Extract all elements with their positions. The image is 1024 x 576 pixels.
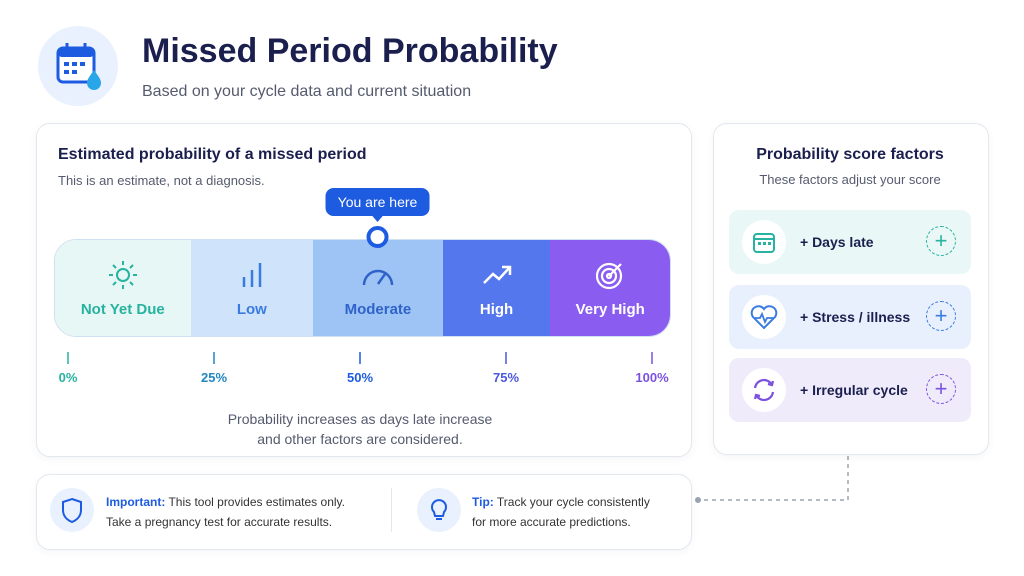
- factor-label: + Days late: [800, 234, 874, 250]
- segment-label: Low: [236, 300, 267, 318]
- marker-dot: [366, 226, 389, 248]
- tick-label: 50%: [347, 370, 373, 385]
- target-icon: [596, 262, 623, 289]
- connector-dot: [695, 497, 701, 503]
- factor-icon: [742, 220, 786, 264]
- tick-label: 25%: [201, 370, 227, 385]
- caption: Probability increases as days late incre…: [0, 409, 720, 449]
- probability-bar: Not Yet Due Low Moderate High Very High: [54, 239, 671, 337]
- segment: High: [442, 240, 551, 336]
- important-line: Important: This tool provides estimates …: [106, 495, 345, 509]
- segment: Very High: [550, 240, 670, 336]
- gauge-icon: [362, 269, 394, 285]
- page-title: Missed Period Probability: [142, 32, 558, 70]
- tick-label: 0%: [59, 370, 78, 385]
- tip-line2: for more accurate predictions.: [472, 515, 631, 529]
- segment: Low: [190, 240, 314, 336]
- tick-label: 100%: [635, 370, 669, 385]
- tip-line: Tip: Track your cycle consistently: [472, 495, 650, 509]
- bulb-icon: [417, 488, 461, 532]
- divider: [391, 488, 392, 532]
- card-note: This is an estimate, not a diagnosis.: [58, 173, 265, 188]
- segment-label: Moderate: [344, 300, 412, 318]
- segment: Moderate: [313, 240, 443, 336]
- important-line2: Take a pregnancy test for accurate resul…: [106, 515, 333, 529]
- marker-bubble: [325, 188, 430, 216]
- factor-item: + Days late +: [729, 210, 971, 274]
- tip-text: Track your cycle consistently: [496, 495, 650, 509]
- factor-label: + Irregular cycle: [800, 382, 908, 398]
- factor-item: + Stress / illness +: [729, 285, 971, 349]
- important-label: Important:: [106, 495, 166, 509]
- segment-label: Very High: [575, 300, 645, 318]
- add-button[interactable]: +: [926, 301, 956, 331]
- add-button[interactable]: +: [926, 374, 956, 404]
- caption-line: Probability increases as days late incre…: [227, 411, 493, 427]
- calendar-icon: [56, 43, 101, 90]
- important-text: This tool provides estimates only.: [168, 495, 345, 509]
- factors-subtitle: These factors adjust your score: [759, 172, 941, 187]
- marker-pointer: [371, 215, 384, 222]
- factor-item: + Irregular cycle +: [729, 358, 971, 422]
- segment: Not Yet Due: [55, 240, 191, 336]
- shield-icon: [50, 488, 94, 532]
- factors-title: Probability score factors: [756, 146, 944, 163]
- connector: [700, 456, 849, 501]
- tip-label: Tip:: [472, 495, 494, 509]
- caption-line: and other factors are considered.: [257, 431, 463, 447]
- trend-icon: [482, 265, 511, 284]
- add-button[interactable]: +: [926, 226, 956, 256]
- segment-label: High: [479, 300, 514, 318]
- page-subtitle: Based on your cycle data and current sit…: [142, 83, 472, 100]
- factor-icon: [742, 295, 786, 339]
- segment-label: Not Yet Due: [80, 300, 165, 318]
- header-icon: [38, 26, 118, 106]
- factor-icon: [742, 368, 786, 412]
- marker-label: You are here: [338, 194, 418, 210]
- tick-label: 75%: [493, 370, 519, 385]
- bars-icon: [242, 262, 262, 287]
- card-title: Estimated probability of a missed period: [58, 146, 367, 163]
- factor-label: + Stress / illness: [800, 309, 911, 325]
- sun-icon: [108, 260, 137, 289]
- notes-card: [36, 474, 692, 550]
